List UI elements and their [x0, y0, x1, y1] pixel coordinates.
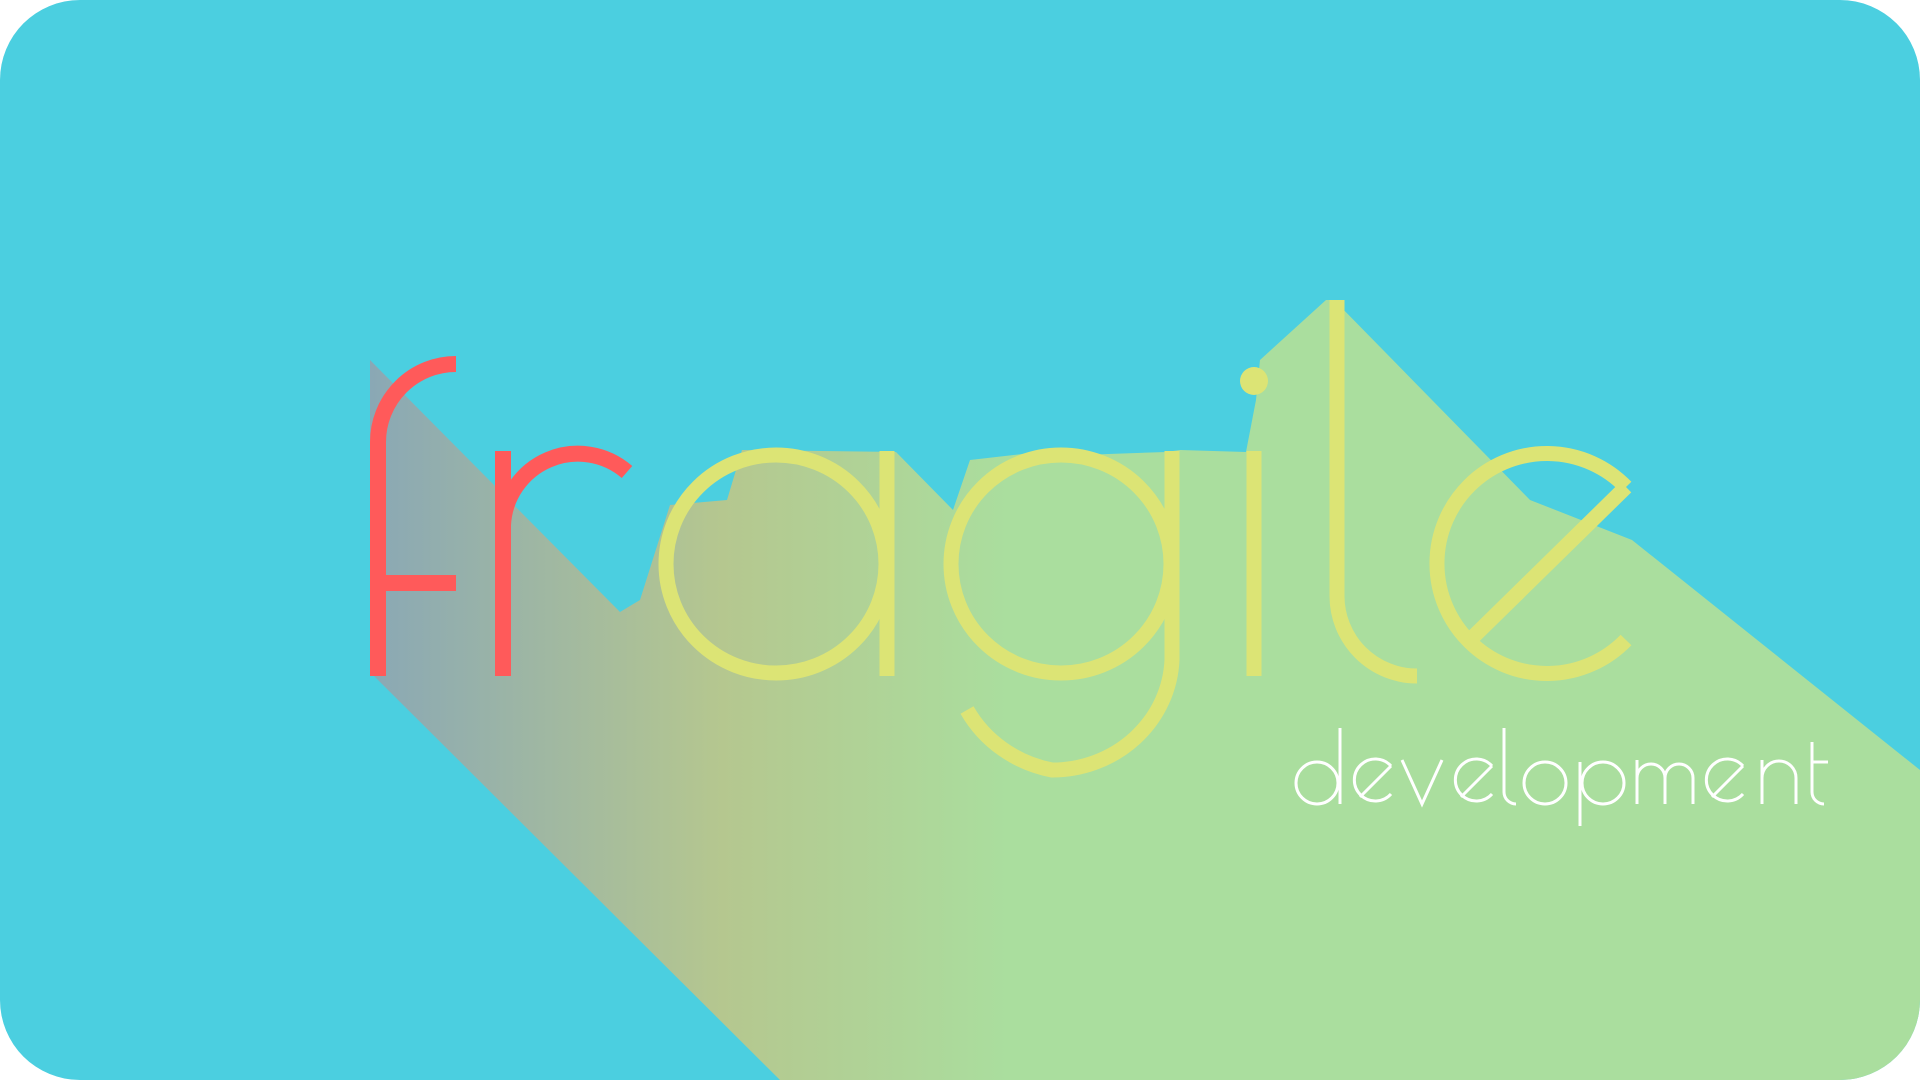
long-shadow [370, 300, 1920, 1080]
letter-a [658, 447, 895, 681]
letter-r [495, 445, 633, 676]
letter-i-dot [1240, 367, 1268, 395]
logo-wordmark [370, 300, 1632, 778]
letter-g [943, 447, 1180, 778]
letter-f [370, 356, 457, 676]
letter-l [1329, 300, 1418, 684]
letter-e [1429, 446, 1632, 681]
tagline-development [1294, 728, 1828, 826]
